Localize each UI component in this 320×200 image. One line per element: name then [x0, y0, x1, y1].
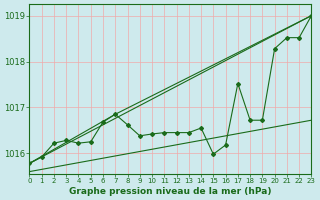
X-axis label: Graphe pression niveau de la mer (hPa): Graphe pression niveau de la mer (hPa) — [69, 187, 272, 196]
